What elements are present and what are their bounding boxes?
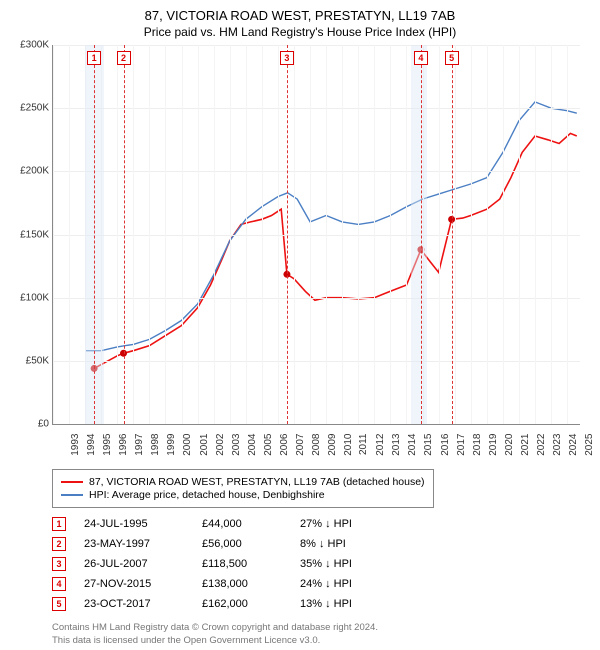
sale-date: 23-MAY-1997: [84, 538, 184, 550]
legend-item-hpi: HPI: Average price, detached house, Denb…: [61, 489, 425, 501]
x-axis-label: 2015: [423, 434, 434, 456]
sale-row: 3 26-JUL-2007 £118,500 35% ↓ HPI: [52, 554, 590, 574]
footer-line-1: Contains HM Land Registry data © Crown c…: [52, 622, 590, 635]
footer: Contains HM Land Registry data © Crown c…: [52, 622, 590, 648]
sale-date: 26-JUL-2007: [84, 558, 184, 570]
legend-swatch-hpi: [61, 494, 83, 496]
y-axis-label: £50K: [26, 355, 53, 366]
footer-line-2: This data is licensed under the Open Gov…: [52, 635, 590, 648]
sale-vline: [421, 45, 422, 424]
sale-index: 4: [52, 577, 66, 591]
sale-price: £138,000: [202, 578, 282, 590]
x-axis-label: 2014: [407, 434, 418, 456]
x-axis-label: 2025: [584, 434, 595, 456]
y-axis-label: £150K: [20, 229, 53, 240]
sale-marker-box: 2: [117, 51, 131, 65]
chart-title: 87, VICTORIA ROAD WEST, PRESTATYN, LL19 …: [10, 8, 590, 23]
sale-index: 2: [52, 537, 66, 551]
sale-vline: [124, 45, 125, 424]
chart-subtitle: Price paid vs. HM Land Registry's House …: [10, 25, 590, 39]
sale-diff: 27% ↓ HPI: [300, 518, 390, 530]
x-axis-label: 2000: [182, 434, 193, 456]
sale-vline: [287, 45, 288, 424]
sale-date: 24-JUL-1995: [84, 518, 184, 530]
x-axis-label: 2016: [439, 434, 450, 456]
legend-item-property: 87, VICTORIA ROAD WEST, PRESTATYN, LL19 …: [61, 476, 425, 488]
x-axis-label: 2007: [295, 434, 306, 456]
x-axis-label: 2005: [263, 434, 274, 456]
x-axis-label: 2009: [327, 434, 338, 456]
x-axis-label: 2003: [230, 434, 241, 456]
x-axis-label: 1998: [150, 434, 161, 456]
sale-index: 5: [52, 597, 66, 611]
sale-diff: 8% ↓ HPI: [300, 538, 390, 550]
chart-plot-area: £0£50K£100K£150K£200K£250K£300K199319941…: [52, 45, 580, 425]
x-axis-label: 1995: [102, 434, 113, 456]
x-axis-label: 2020: [504, 434, 515, 456]
sale-index: 3: [52, 557, 66, 571]
sale-diff: 24% ↓ HPI: [300, 578, 390, 590]
x-axis-label: 2010: [343, 434, 354, 456]
sale-marker-box: 4: [414, 51, 428, 65]
x-axis-label: 2019: [487, 434, 498, 456]
sale-row: 2 23-MAY-1997 £56,000 8% ↓ HPI: [52, 534, 590, 554]
sale-row: 1 24-JUL-1995 £44,000 27% ↓ HPI: [52, 514, 590, 534]
x-axis-label: 1996: [118, 434, 129, 456]
series-property: [94, 133, 577, 368]
x-axis-label: 2022: [536, 434, 547, 456]
y-axis-label: £0: [38, 419, 53, 430]
sales-table: 1 24-JUL-1995 £44,000 27% ↓ HPI 2 23-MAY-1997…: [52, 514, 590, 614]
x-axis-label: 2001: [198, 434, 209, 456]
sale-vline: [452, 45, 453, 424]
sale-marker-box: 3: [280, 51, 294, 65]
sale-row: 4 27-NOV-2015 £138,000 24% ↓ HPI: [52, 574, 590, 594]
x-axis-label: 2023: [552, 434, 563, 456]
sale-date: 27-NOV-2015: [84, 578, 184, 590]
legend: 87, VICTORIA ROAD WEST, PRESTATYN, LL19 …: [52, 469, 434, 508]
sale-row: 5 23-OCT-2017 £162,000 13% ↓ HPI: [52, 594, 590, 614]
x-axis-label: 2012: [375, 434, 386, 456]
x-axis-label: 2008: [311, 434, 322, 456]
x-axis-label: 1997: [134, 434, 145, 456]
x-axis-label: 1994: [86, 434, 97, 456]
sale-index: 1: [52, 517, 66, 531]
legend-label-property: 87, VICTORIA ROAD WEST, PRESTATYN, LL19 …: [89, 476, 425, 488]
y-axis-label: £300K: [20, 40, 53, 51]
legend-label-hpi: HPI: Average price, detached house, Denb…: [89, 489, 325, 501]
recession-band: [411, 45, 427, 424]
sale-vline: [94, 45, 95, 424]
sale-price: £118,500: [202, 558, 282, 570]
x-axis-label: 2013: [391, 434, 402, 456]
y-axis-label: £250K: [20, 103, 53, 114]
sale-diff: 35% ↓ HPI: [300, 558, 390, 570]
x-axis-label: 2002: [214, 434, 225, 456]
sale-diff: 13% ↓ HPI: [300, 598, 390, 610]
x-axis-label: 2017: [455, 434, 466, 456]
y-axis-label: £100K: [20, 292, 53, 303]
sale-date: 23-OCT-2017: [84, 598, 184, 610]
x-axis-label: 2024: [568, 434, 579, 456]
x-axis-label: 2018: [471, 434, 482, 456]
x-axis-label: 1993: [70, 434, 81, 456]
x-axis-label: 2004: [246, 434, 257, 456]
sale-price: £56,000: [202, 538, 282, 550]
x-axis-label: 2021: [520, 434, 531, 456]
y-axis-label: £200K: [20, 166, 53, 177]
sale-price: £44,000: [202, 518, 282, 530]
sale-marker-box: 5: [445, 51, 459, 65]
x-axis-label: 2011: [358, 434, 369, 456]
sale-price: £162,000: [202, 598, 282, 610]
x-axis-label: 2006: [279, 434, 290, 456]
legend-swatch-property: [61, 481, 83, 483]
sale-marker-box: 1: [87, 51, 101, 65]
x-axis-label: 1999: [166, 434, 177, 456]
